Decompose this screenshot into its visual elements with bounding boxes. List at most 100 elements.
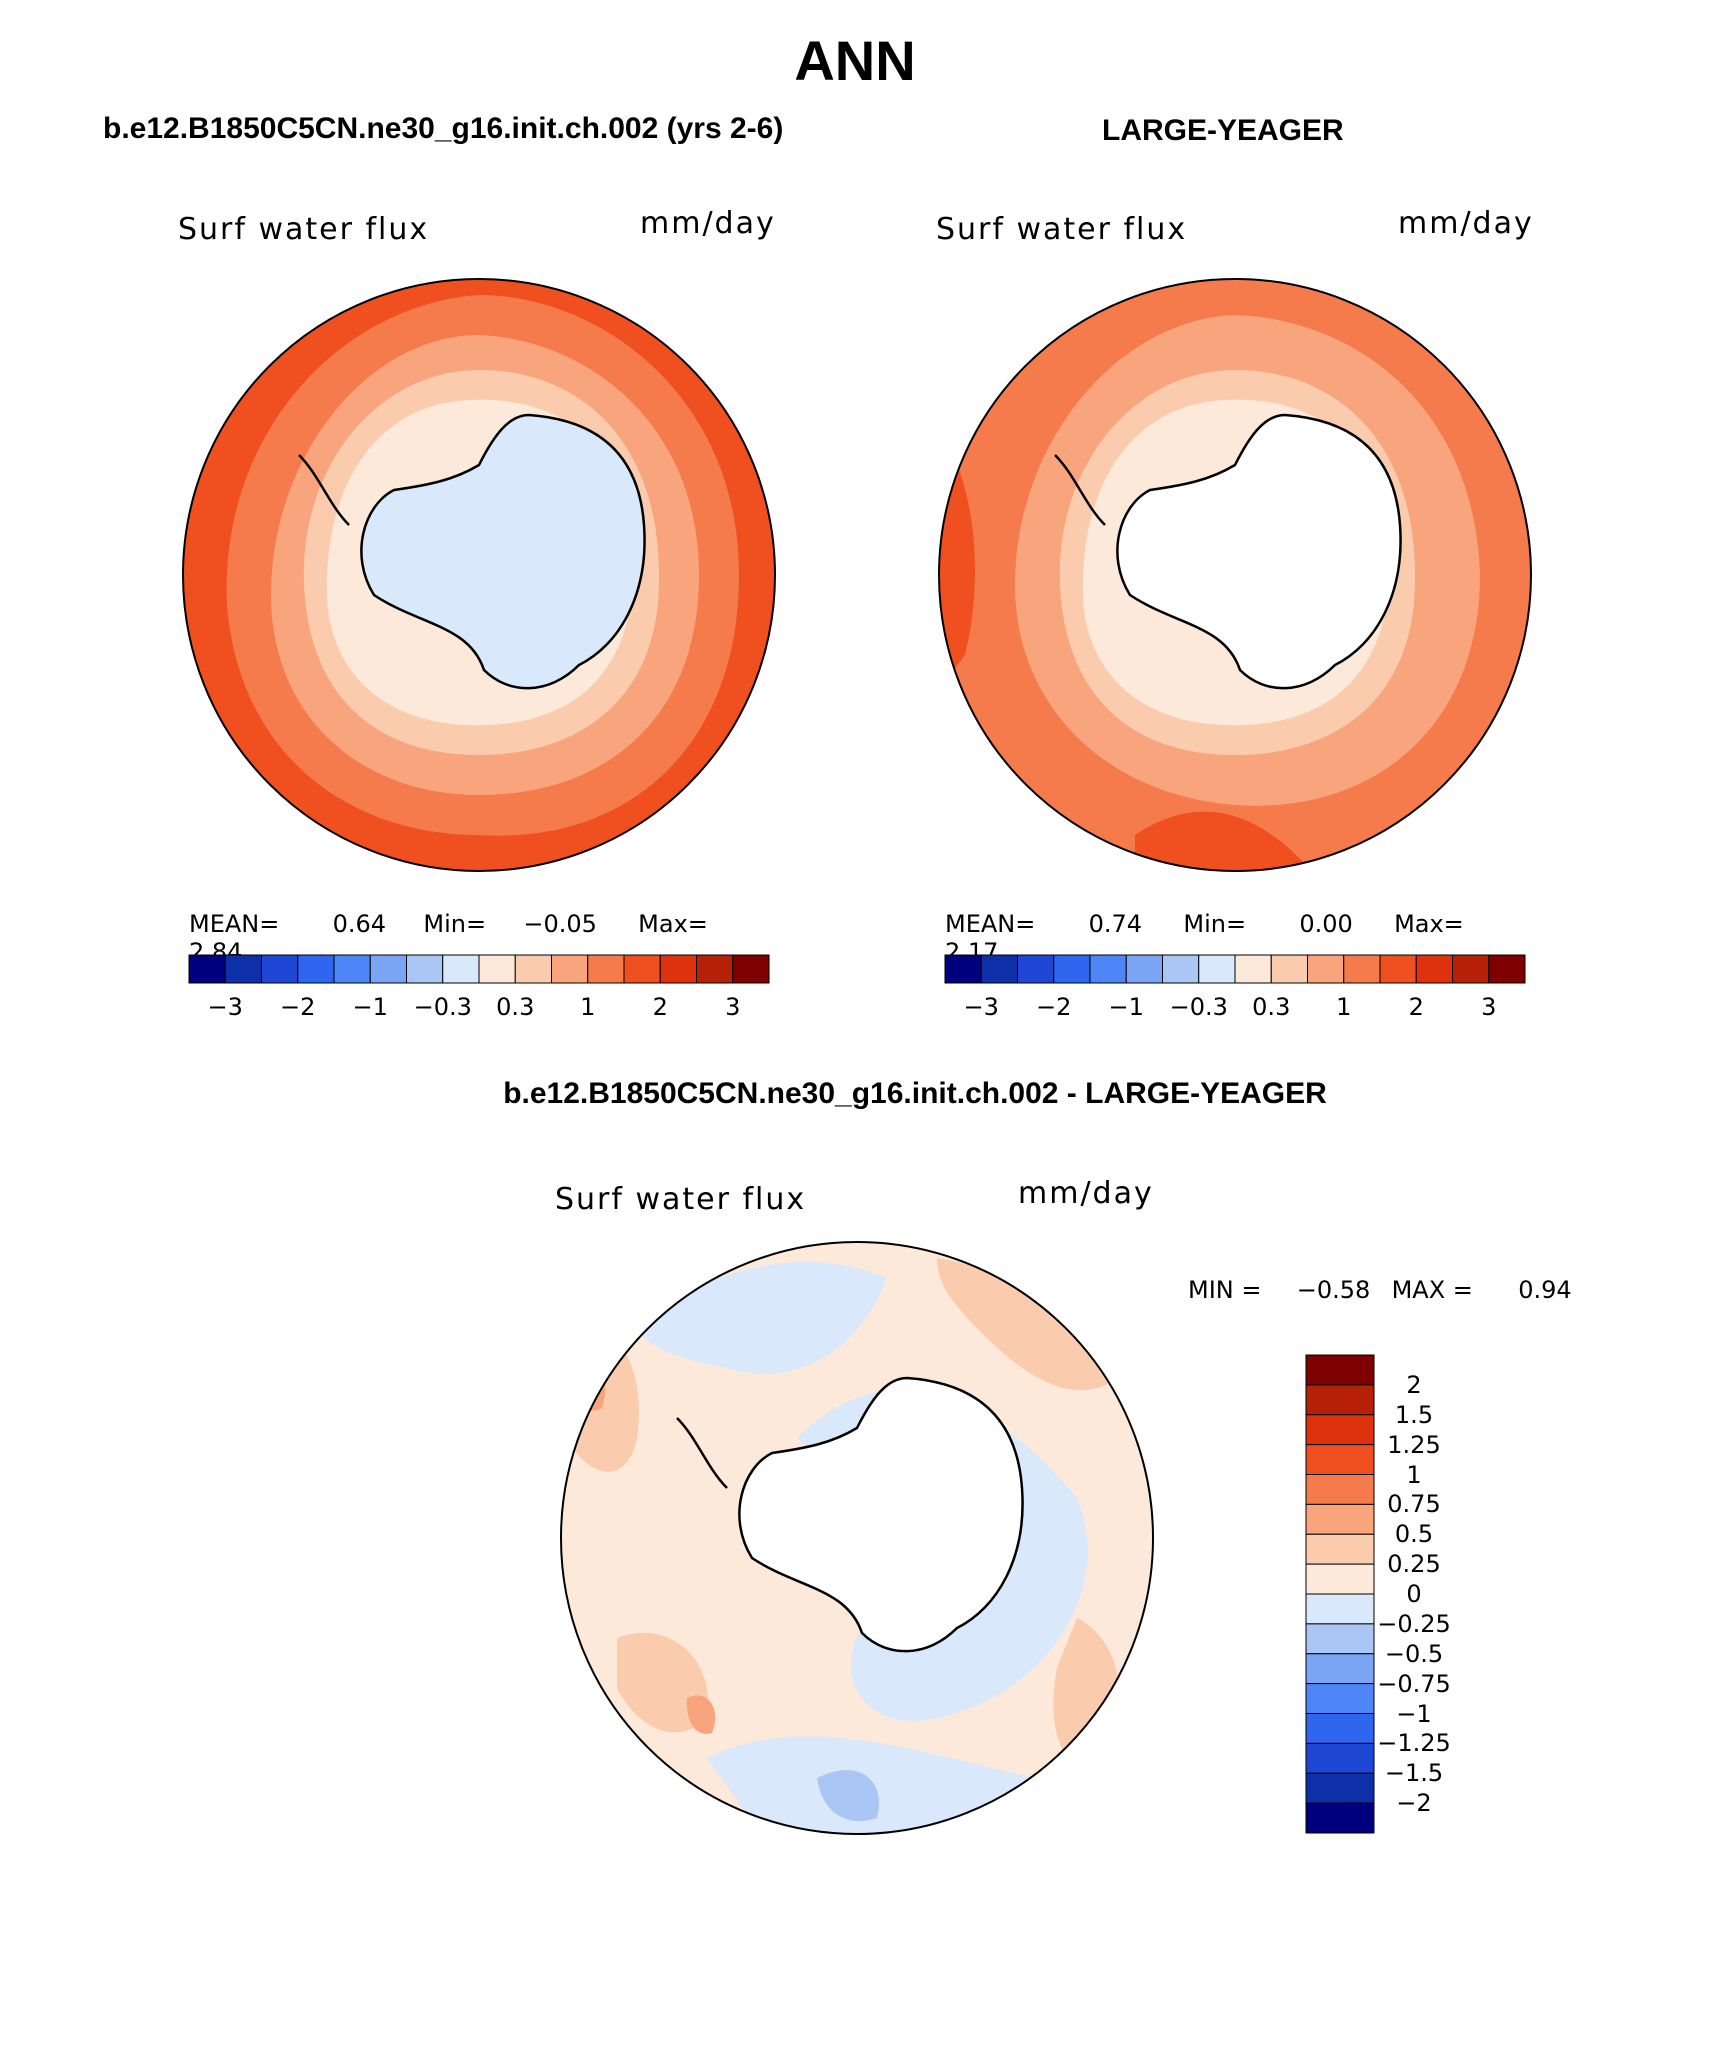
diff-colorbar-tick-label: −1 xyxy=(1396,1699,1432,1728)
panel-2-units: mm/day xyxy=(1398,206,1534,241)
diff-min-label: MIN = xyxy=(1188,1276,1262,1304)
panel-2-colorbar-tick-label: −1 xyxy=(1108,993,1144,1021)
panel-2-colorbar-swatch xyxy=(1162,954,1200,984)
panel-2-colorbar-swatch xyxy=(1488,954,1526,984)
diff-min-value: −0.58 xyxy=(1296,1276,1371,1304)
panel-1-colorbar-swatch xyxy=(297,954,335,984)
diff-colorbar-swatch xyxy=(1305,1384,1375,1416)
panel-1-colorbar-tick-label: −2 xyxy=(280,993,316,1021)
panel-1-colorbar-tick-label: 0.3 xyxy=(496,993,535,1021)
diff-max-label: MAX = xyxy=(1391,1276,1473,1304)
panel-1-colorbar-swatch xyxy=(732,954,770,984)
panel-2-colorbar-swatch xyxy=(1125,954,1163,984)
diff-max-value: 0.94 xyxy=(1518,1276,1572,1304)
panel-1-colorbar-ticks: −3 −2 −1 −0.3 0.3 1 2 3 xyxy=(189,993,769,1023)
panel-1-colorbar-tick-label: 2 xyxy=(652,993,668,1021)
panel-2-case-title: LARGE-YEAGER xyxy=(1102,114,1344,147)
panel-1-mean-value: 0.64 xyxy=(332,910,387,938)
panel-1-colorbar-swatch xyxy=(623,954,661,984)
panel-2-colorbar-tick-label: −3 xyxy=(963,993,999,1021)
diff-colorbar-swatch xyxy=(1305,1683,1375,1714)
panel-2-colorbar-swatch xyxy=(1415,954,1453,984)
panel-2-colorbar-tick-label: 3 xyxy=(1481,993,1497,1021)
panel-2-colorbar-swatch xyxy=(1343,954,1381,984)
diff-colorbar-swatch xyxy=(1305,1593,1375,1625)
panel-1-colorbar-tick-label: −1 xyxy=(352,993,388,1021)
diff-colorbar-tick-label: −0.25 xyxy=(1377,1609,1451,1638)
panel-2-colorbar xyxy=(944,954,1526,984)
diff-colorbar-tick-label: 0.75 xyxy=(1387,1490,1441,1519)
diff-colorbar-swatch xyxy=(1305,1414,1375,1446)
diff-colorbar-swatch xyxy=(1305,1563,1375,1595)
diff-colorbar-ticks: 2 1.5 1.25 1 0.75 0.5 0.25 0 −0.25 −0.5 −0.75 −1 −1.… xyxy=(1377,1355,1486,1835)
panel-1-polar-map xyxy=(182,278,776,872)
panel-1-colorbar-tick-label: 3 xyxy=(725,993,741,1021)
panel-1-min-value: −0.05 xyxy=(523,910,597,938)
panel-2-variable: Surf water flux xyxy=(936,212,1188,247)
diff-colorbar-swatch xyxy=(1305,1354,1375,1386)
panel-2-colorbar-swatch xyxy=(1307,954,1345,984)
panel-1-colorbar-swatch xyxy=(369,954,407,984)
diff-colorbar-tick-label: 0.25 xyxy=(1387,1550,1441,1579)
diff-colorbar-tick-label: −1.5 xyxy=(1384,1759,1444,1788)
panel-1-colorbar-swatch xyxy=(261,954,299,984)
panel-2-colorbar-swatch xyxy=(944,954,982,984)
panel-2-colorbar-swatch xyxy=(1270,954,1308,984)
panel-1-min-label: Min= xyxy=(423,910,487,938)
panel-2-colorbar-swatch xyxy=(1198,954,1236,984)
diff-colorbar-tick-label: −2 xyxy=(1396,1789,1432,1818)
panel-2-colorbar-swatch xyxy=(1017,954,1055,984)
diff-colorbar-swatch xyxy=(1305,1772,1375,1804)
diff-polar-map xyxy=(560,1241,1154,1835)
panel-1-colorbar-swatch xyxy=(188,954,226,984)
panel-2-colorbar-tick-label: −2 xyxy=(1036,993,1072,1021)
diff-colorbar-tick-label: −1.25 xyxy=(1377,1729,1451,1758)
panel-2-colorbar-swatch xyxy=(1452,954,1490,984)
diff-colorbar-swatch xyxy=(1305,1653,1375,1685)
panel-1-colorbar-swatch xyxy=(406,954,444,984)
panel-1-colorbar-swatch xyxy=(514,954,552,984)
panel-1-colorbar-swatch xyxy=(478,954,516,984)
diff-colorbar-tick-label: 1 xyxy=(1406,1460,1422,1489)
diff-colorbar-tick-label: 1.5 xyxy=(1394,1400,1434,1429)
panel-1-max-label: Max= xyxy=(638,910,708,938)
panel-1-case-title: b.e12.B1850C5CN.ne30_g16.init.ch.002 (yr… xyxy=(103,112,784,145)
panel-1-colorbar-swatch xyxy=(333,954,371,984)
panel-2-colorbar-tick-label: −0.3 xyxy=(1169,993,1228,1021)
panel-1-variable: Surf water flux xyxy=(178,212,430,247)
diff-colorbar-tick-label: 1.25 xyxy=(1387,1430,1441,1459)
diff-colorbar-tick-label: −0.75 xyxy=(1377,1669,1451,1698)
diff-colorbar-tick-label: 0 xyxy=(1406,1580,1422,1608)
panel-2-colorbar-swatch xyxy=(1234,954,1272,984)
panel-1-stats: MEAN= 0.64 Min= −0.05 Max= 2.84 xyxy=(189,910,769,966)
diff-variable: Surf water flux xyxy=(555,1182,807,1217)
panel-2-polar-map xyxy=(938,278,1532,872)
panel-2-colorbar-tick-label: 1 xyxy=(1336,993,1352,1021)
panel-1-colorbar-swatch xyxy=(442,954,480,984)
panel-2-colorbar-tick-label: 2 xyxy=(1408,993,1424,1021)
panel-2-mean-label: MEAN= xyxy=(945,910,1036,938)
diff-colorbar-swatch xyxy=(1305,1444,1375,1475)
panel-2-colorbar-tick-label: 0.3 xyxy=(1252,993,1291,1021)
panel-1-colorbar-swatch xyxy=(551,954,589,984)
diff-colorbar-swatch xyxy=(1305,1533,1375,1565)
panel-1-colorbar-tick-label: −0.3 xyxy=(413,993,472,1021)
diff-colorbar-swatch xyxy=(1305,1713,1375,1744)
panel-1-colorbar-swatch xyxy=(587,954,625,984)
diff-colorbar-tick-label: 0.5 xyxy=(1394,1520,1434,1549)
panel-2-mean-value: 0.74 xyxy=(1088,910,1143,938)
diff-colorbar-swatch xyxy=(1305,1474,1375,1505)
diff-minmax: MIN = −0.58 MAX = 0.94 xyxy=(1188,1276,1572,1304)
panel-2-max-label: Max= xyxy=(1394,910,1464,938)
diff-colorbar-swatch xyxy=(1305,1623,1375,1655)
panel-2-min-value: 0.00 xyxy=(1299,910,1353,938)
panel-1-colorbar-swatch xyxy=(224,954,262,984)
panel-2-colorbar-swatch xyxy=(1089,954,1127,984)
panel-2-colorbar-swatch xyxy=(1379,954,1417,984)
diff-colorbar xyxy=(1305,1354,1375,1834)
main-title: ANN xyxy=(794,29,916,92)
diff-title: b.e12.B1850C5CN.ne30_g16.init.ch.002 - L… xyxy=(503,1077,1327,1110)
panel-1-colorbar-swatch xyxy=(696,954,734,984)
panel-1-units: mm/day xyxy=(640,206,776,241)
panel-1-mean-label: MEAN= xyxy=(189,910,280,938)
